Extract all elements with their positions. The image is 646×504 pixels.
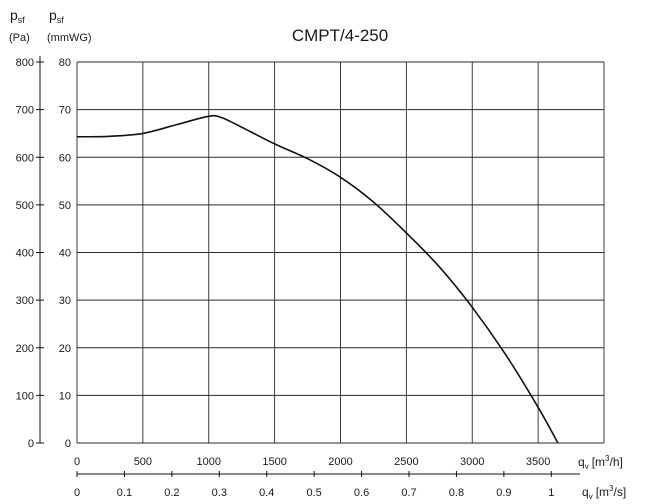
plot-grid [76,61,605,444]
x-main-tick-label: 500 [134,456,152,468]
x-main-tick-label: 1500 [262,456,286,468]
y-inner-tick-label: 80 [59,57,71,69]
axes [36,56,580,477]
y-inner-tick-label: 70 [59,105,71,117]
x-secondary-tick-label: 0 [74,487,80,499]
x-secondary-tick-label: 0.8 [449,487,464,499]
x-secondary-axis-label: qv [m3/s] [582,484,626,501]
y-left-tick-label: 700 [16,105,34,117]
y-left-tick-label: 200 [16,343,34,355]
y-inner-tick-label: 60 [59,152,71,164]
y-left-tick-label: 600 [16,152,34,164]
x-secondary-tick-label: 0.2 [164,487,179,499]
y-inner-tick-label: 30 [59,295,71,307]
y-inner-tick-label: 20 [59,343,71,355]
y-inner-unit: (mmWG) [47,32,92,44]
y-left-tick-label: 800 [16,57,34,69]
x-main-tick-label: 1000 [197,456,221,468]
x-secondary-tick-label: 0.6 [354,487,369,499]
y-inner-tick-label: 50 [59,200,71,212]
series-line [76,114,559,444]
x-main-axis-label: qv [m3/h] [578,454,623,471]
y-left-axis-label: psf [10,7,25,25]
y-left-tick-label: 0 [28,438,34,450]
x-secondary-tick-label: 0.5 [307,487,322,499]
y-left-tick-label: 400 [16,248,34,260]
y-inner-tick-label: 10 [59,390,71,402]
x-secondary-tick-label: 0.7 [401,487,416,499]
y-inner-tick-label: 0 [65,438,71,450]
x-secondary-tick-label: 0.9 [496,487,511,499]
x-main-tick-label: 2500 [394,456,418,468]
y-left-tick-label: 500 [16,200,34,212]
x-secondary-tick-label: 0.3 [212,487,227,499]
x-secondary-tick-label: 0.1 [117,487,132,499]
tick-labels: 0100200300400500600700800010203040506070… [16,57,555,499]
x-main-tick-label: 3000 [460,456,484,468]
x-main-tick-label: 0 [74,456,80,468]
y-inner-tick-label: 40 [59,248,71,260]
x-main-tick-label: 2000 [328,456,352,468]
x-secondary-tick-label: 1 [548,487,554,499]
chart-title: CMPT/4-250 [292,26,388,45]
x-main-tick-label: 3500 [526,456,550,468]
x-secondary-tick-label: 0.4 [259,487,274,499]
y-left-unit: (Pa) [9,32,30,44]
y-inner-axis-label: psf [49,7,64,25]
y-left-tick-label: 100 [16,390,34,402]
y-left-tick-label: 300 [16,295,34,307]
